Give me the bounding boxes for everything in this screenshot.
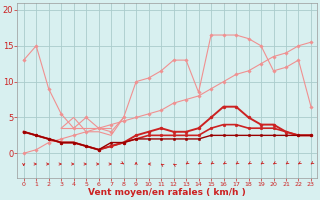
X-axis label: Vent moyen/en rafales ( km/h ): Vent moyen/en rafales ( km/h ) <box>88 188 246 197</box>
